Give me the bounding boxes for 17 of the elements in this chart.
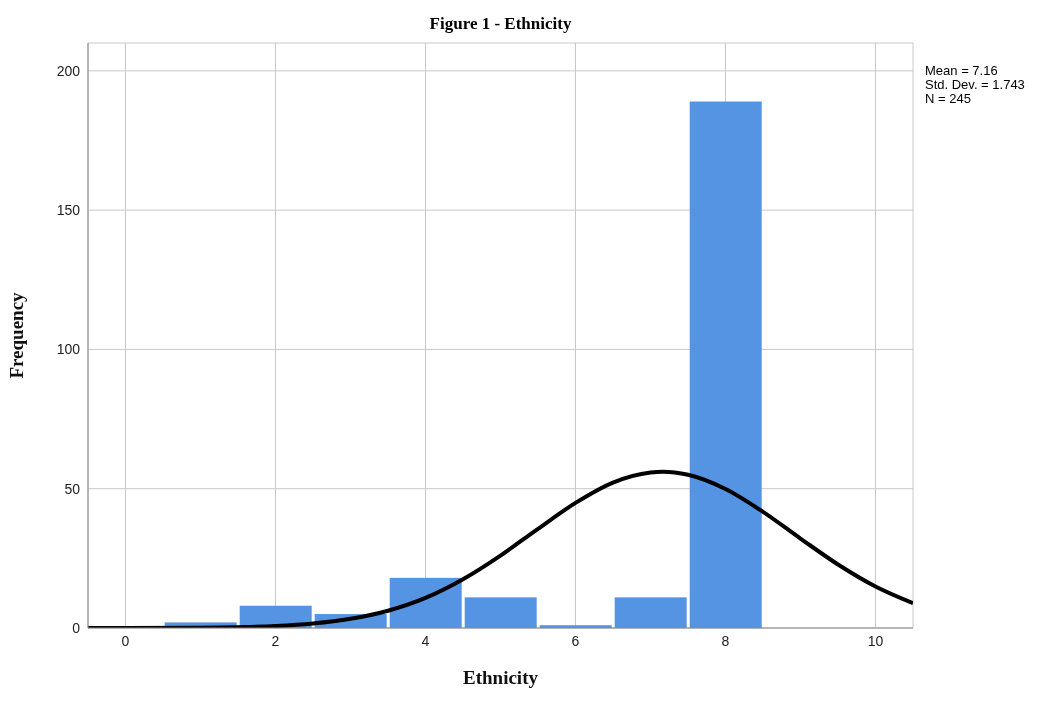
text: Std. Dev. = 1.743	[925, 77, 1025, 92]
y-axis-title: Frequency	[5, 291, 27, 379]
x-tick-label: 10	[867, 632, 884, 649]
text: N = 245	[925, 91, 972, 106]
x-tick-label: 2	[271, 632, 280, 649]
x-tick-label: 8	[721, 632, 730, 649]
x-tick-label: 0	[121, 632, 130, 649]
x-axis-title: Ethnicity	[463, 667, 539, 688]
x-tick-label: 4	[421, 632, 430, 649]
y-tick-label: 200	[56, 62, 81, 79]
y-tick-label: 150	[56, 202, 81, 219]
y-tick-label: 50	[64, 480, 81, 497]
y-tick-label: 0	[72, 619, 81, 636]
y-tick-label: 100	[56, 341, 81, 358]
text: Mean = 7.16	[925, 63, 999, 78]
x-tick-label: 6	[571, 632, 580, 649]
chart-title: Figure 1 - Ethnicity	[428, 14, 573, 34]
